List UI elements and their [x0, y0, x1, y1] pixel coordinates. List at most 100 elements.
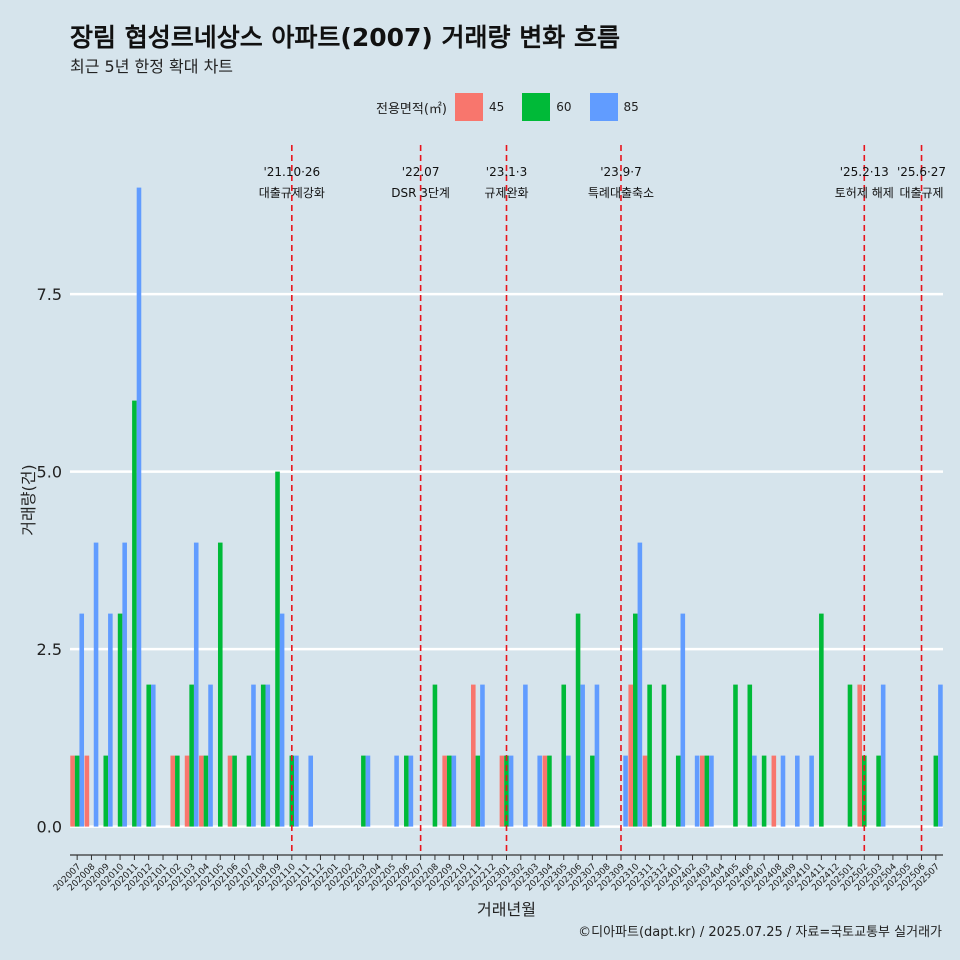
event-date: '21.10·26 — [263, 165, 320, 179]
event-date: '23.1·3 — [486, 165, 527, 179]
bar-85-202209 — [451, 755, 457, 827]
bar-60-202108 — [260, 684, 266, 827]
bar-85-202302 — [523, 684, 528, 827]
event-date: '22.07 — [402, 165, 440, 179]
bar-85-202011 — [136, 187, 142, 827]
bar-85-202007 — [79, 613, 85, 827]
bar-60-202301 — [504, 755, 509, 827]
bar-45-202301 — [499, 755, 505, 827]
legend-key-85 — [589, 93, 618, 121]
legend-key-60 — [522, 93, 551, 121]
event-label: 토허제 해제 — [835, 186, 894, 200]
legend-label-60: 60 — [556, 100, 572, 114]
event-label: 대출규제 — [899, 186, 943, 200]
legend-label-85: 85 — [623, 100, 639, 114]
y-axis-title: 거래량(건) — [19, 464, 38, 535]
bar-85-202409 — [795, 755, 800, 827]
bar-85-202211 — [480, 684, 485, 827]
bar-60-202209 — [446, 755, 452, 827]
legend-label-45: 45 — [488, 100, 505, 114]
bar-60-202503 — [876, 755, 881, 827]
bar-85-202203 — [365, 755, 371, 827]
legend: 전용면적(㎡) 45 60 85 — [376, 92, 657, 122]
bar-60-202104 — [203, 755, 209, 827]
bar-60-202012 — [146, 684, 152, 827]
bar-45-202304 — [542, 755, 548, 827]
event-label: 대출규제강화 — [259, 186, 325, 200]
bar-60-202110 — [289, 755, 295, 827]
y-tick-label: 7.5 — [37, 285, 62, 304]
bar-45-202211 — [471, 684, 476, 827]
bar-60-202312 — [661, 684, 667, 827]
bar-85-202401 — [680, 613, 686, 827]
bar-45-202408 — [771, 755, 777, 827]
bar-60-202107 — [246, 755, 252, 827]
bar-85-202403 — [709, 755, 714, 827]
bar-85-202301 — [508, 755, 514, 827]
bar-45-202008 — [84, 755, 90, 827]
bar-60-202010 — [117, 613, 123, 827]
bar-60-202507 — [933, 755, 939, 827]
bar-85-202109 — [279, 613, 285, 827]
bar-60-202502 — [861, 755, 867, 827]
bar-60-202203 — [361, 755, 366, 827]
bar-85-202406 — [752, 755, 757, 827]
bar-60-202304 — [547, 755, 552, 827]
bar-85-202410 — [809, 755, 814, 827]
bar-85-202110 — [294, 755, 299, 827]
bar-45-202102 — [170, 755, 176, 827]
bar-85-202108 — [265, 684, 271, 827]
bar-60-202411 — [819, 613, 824, 827]
bar-60-202206 — [404, 755, 409, 827]
event-date: '25.2·13 — [840, 165, 889, 179]
bar-60-202405 — [733, 684, 738, 827]
bar-85-202111 — [308, 755, 314, 827]
legend-title: 전용면적(㎡) — [376, 101, 447, 117]
bar-60-202307 — [590, 755, 595, 827]
event-label: 규제완화 — [484, 186, 528, 200]
bar-60-202305 — [561, 684, 567, 827]
bar-85-202507 — [938, 684, 943, 827]
chart-caption: ©디아파트(dapt.kr) / 2025.07.25 / 자료=국토교통부 실… — [578, 925, 942, 940]
bar-60-202501 — [847, 684, 853, 827]
y-tick-label: 2.5 — [37, 640, 62, 659]
x-axis-title: 거래년월 — [477, 900, 536, 919]
bar-85-202310 — [637, 542, 643, 827]
bar-60-202109 — [275, 471, 280, 827]
bar-60-202103 — [189, 684, 194, 827]
bar-60-202406 — [747, 684, 753, 827]
bar-60-202011 — [132, 400, 137, 827]
bar-60-202401 — [675, 755, 681, 827]
bar-60-202311 — [647, 684, 652, 827]
bar-45-202311 — [642, 755, 648, 827]
bar-85-202402 — [694, 755, 700, 827]
y-tick-label: 0.0 — [37, 818, 62, 837]
bar-85-202012 — [151, 684, 156, 827]
bar-45-202103 — [184, 755, 190, 827]
bar-60-202211 — [475, 755, 481, 827]
bar-60-202208 — [432, 684, 438, 827]
bar-60-202105 — [217, 542, 223, 827]
bar-60-202102 — [175, 755, 180, 827]
legend-key-45 — [454, 93, 483, 121]
bar-85-202305 — [566, 755, 571, 827]
chart-subtitle: 최근 5년 한정 확대 차트 — [70, 57, 234, 76]
bar-85-202503 — [880, 684, 886, 827]
bar-60-202306 — [575, 613, 581, 827]
bar-60-202009 — [103, 755, 109, 827]
bar-60-202310 — [633, 613, 638, 827]
bar-60-202106 — [232, 755, 237, 827]
bar-60-202403 — [704, 755, 710, 827]
bar-85-202107 — [251, 684, 256, 827]
bar-85-202205 — [394, 755, 399, 827]
bar-45-202310 — [628, 684, 634, 827]
bar-45-202104 — [199, 755, 204, 827]
bar-60-202007 — [74, 755, 80, 827]
bar-85-202307 — [594, 684, 600, 827]
bar-85-202009 — [108, 613, 113, 827]
y-tick-label: 5.0 — [37, 463, 62, 482]
bar-45-202106 — [227, 755, 233, 827]
bar-85-202408 — [780, 755, 786, 827]
bar-85-202206 — [408, 755, 414, 827]
